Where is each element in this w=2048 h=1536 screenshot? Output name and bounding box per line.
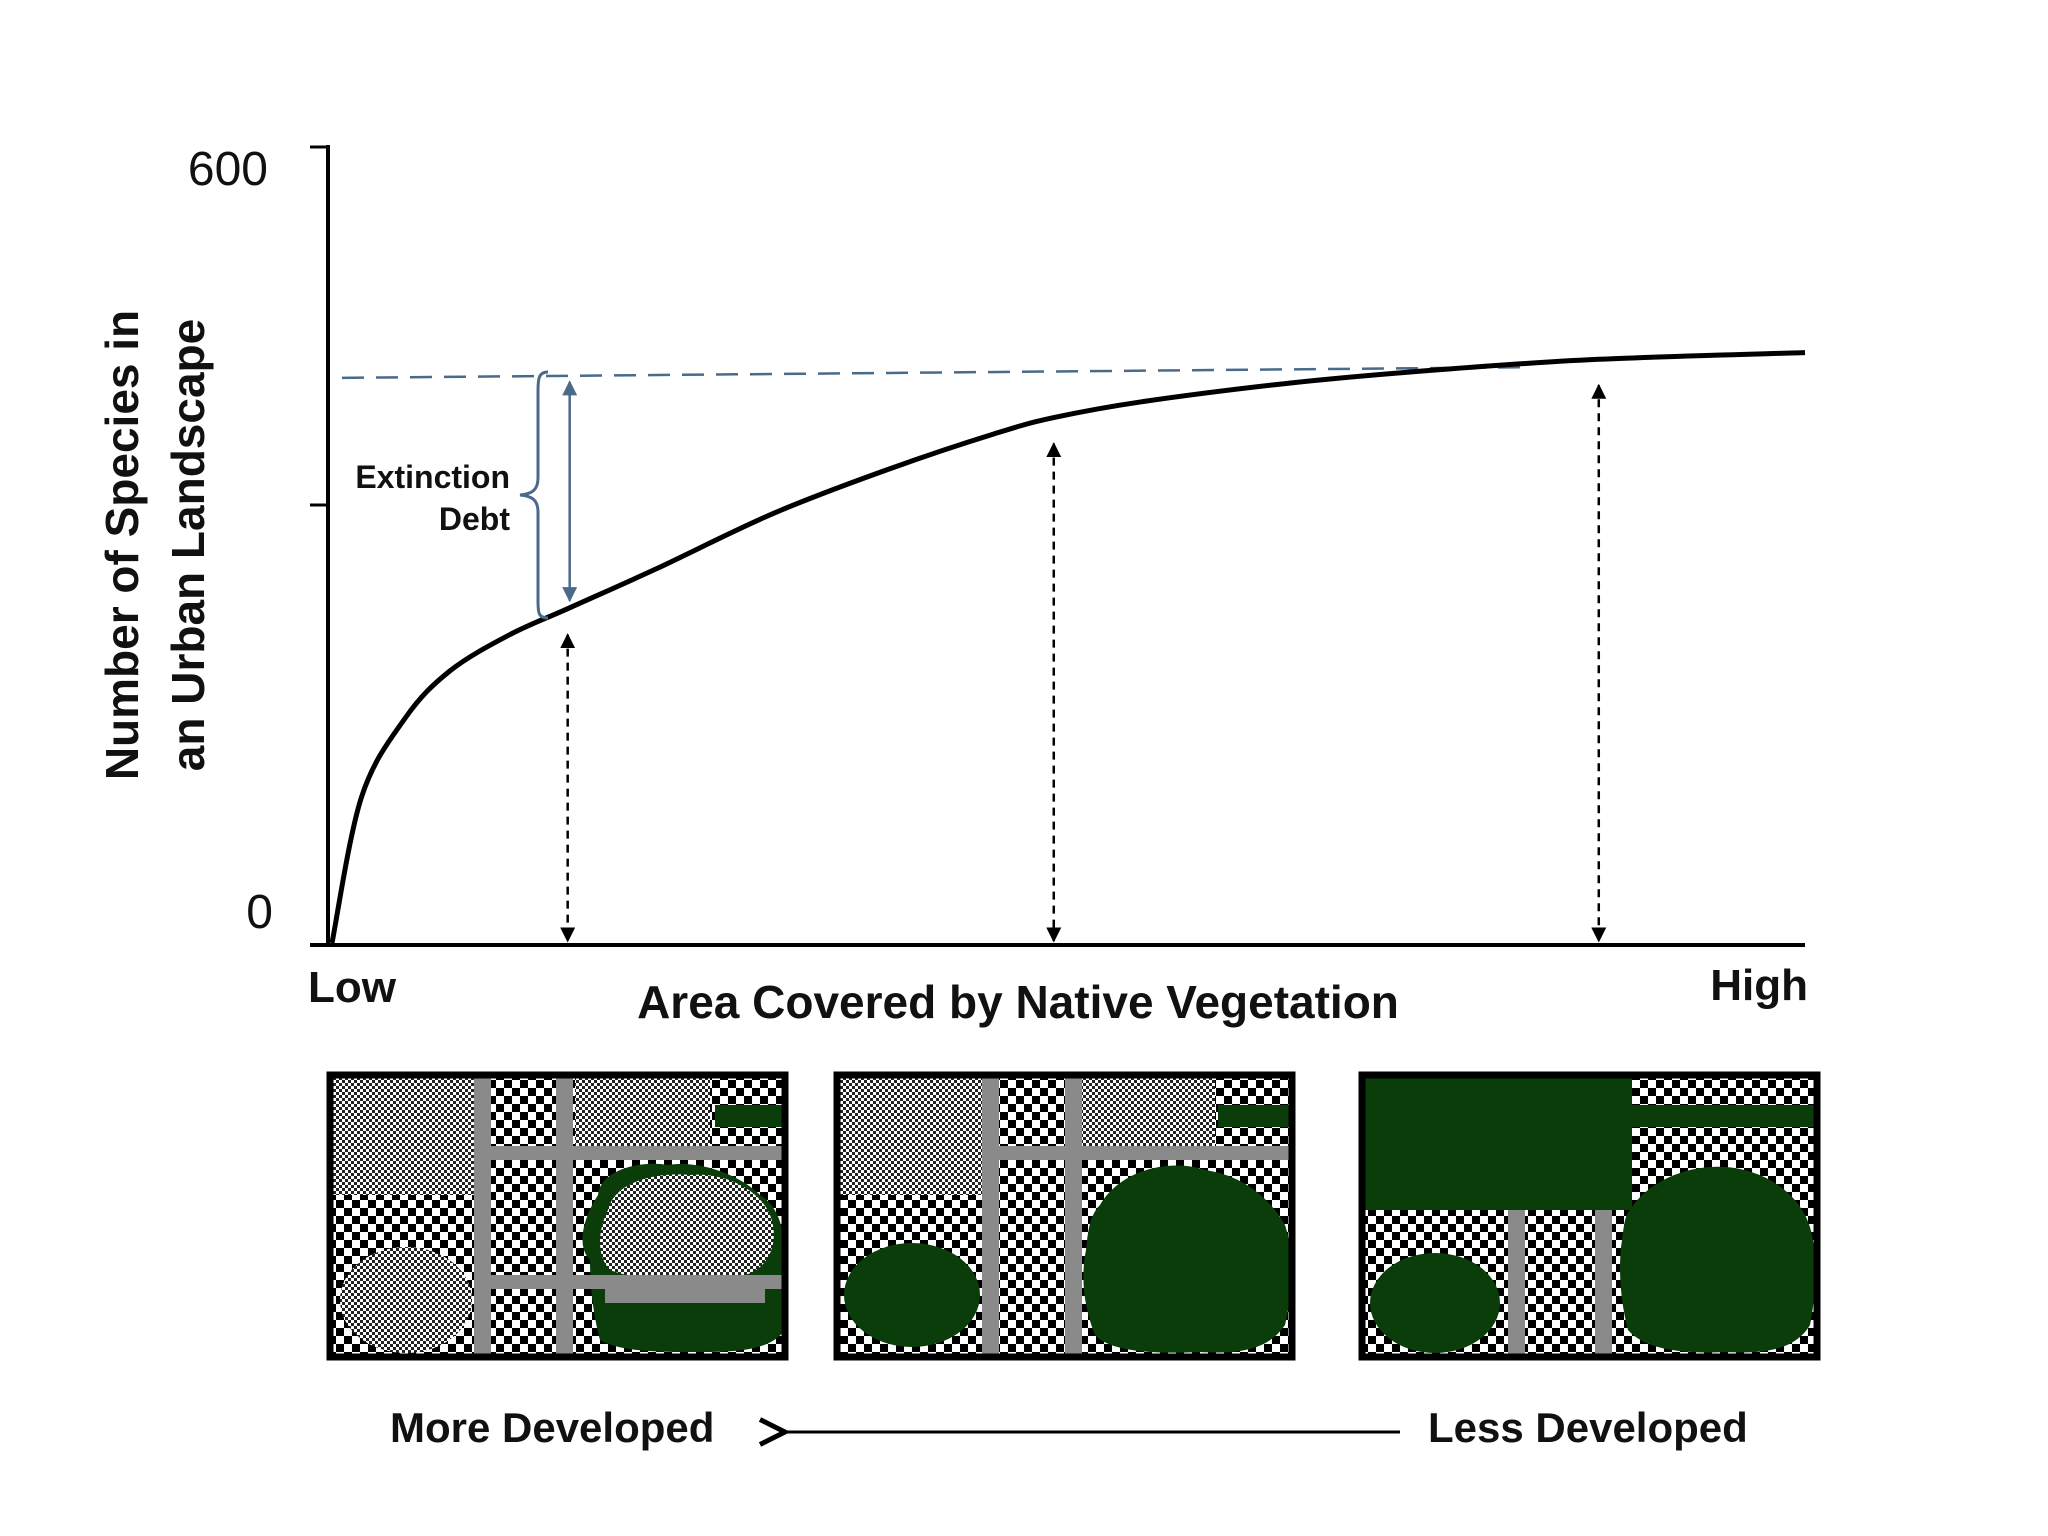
road: [1508, 1210, 1525, 1357]
y-axis-label-line2: an Urban Landscape: [162, 319, 214, 771]
y-tick-label-0: 0: [246, 886, 273, 939]
road: [474, 1146, 785, 1160]
species-area-chart: 600 0 Low High Area Covered by Native Ve…: [96, 143, 1808, 1028]
cleared-patch: [600, 1174, 774, 1282]
landscape-panels: More Developed Less Developed: [326, 1071, 1821, 1451]
vegetation-patch: [1620, 1166, 1816, 1353]
species-curve: [329, 350, 1806, 944]
road: [474, 1275, 785, 1289]
vegetation-patch: [1370, 1253, 1500, 1353]
landscape-panel-intermediate: [833, 1071, 1296, 1361]
vegetation-strip: [1218, 1105, 1292, 1127]
landscape-panel-more-developed: [326, 1071, 789, 1361]
y-axis-label: Number of Species in an Urban Landscape: [96, 310, 214, 780]
built-block: [330, 1075, 475, 1195]
vegetation-strip: [715, 1105, 785, 1127]
extinction-debt-label-line1: Extinction: [355, 459, 510, 495]
panel-frame: [326, 1071, 789, 1361]
built-block: [1065, 1075, 1215, 1150]
y-axis-label-line1: Number of Species in: [96, 310, 148, 780]
road: [556, 1075, 573, 1357]
road: [474, 1075, 491, 1357]
built-block: [837, 1075, 982, 1195]
cleared-patch: [340, 1247, 472, 1353]
vegetation-patch: [1083, 1165, 1292, 1353]
road: [605, 1289, 765, 1303]
x-tick-low: Low: [308, 963, 397, 1012]
vegetation-strip: [1632, 1105, 1817, 1127]
less-developed-label: Less Developed: [1428, 1404, 1748, 1451]
panel-frame: [833, 1071, 1296, 1361]
extinction-debt-brace: [519, 370, 549, 620]
x-axis-label: Area Covered by Native Vegetation: [637, 976, 1399, 1028]
marker-arrows: [560, 383, 1607, 943]
vegetation-patch: [844, 1243, 980, 1347]
road: [982, 1146, 1292, 1160]
y-tick-label-600: 600: [188, 143, 268, 196]
road: [1595, 1210, 1612, 1357]
x-tick-high: High: [1710, 961, 1808, 1010]
road: [1065, 1075, 1082, 1357]
vegetation-block: [1362, 1075, 1632, 1210]
more-developed-label: More Developed: [390, 1404, 714, 1451]
road: [982, 1075, 999, 1357]
reference-dashed-line: [341, 365, 1529, 380]
panel-frame: [1358, 1071, 1821, 1361]
built-block: [575, 1075, 710, 1150]
extinction-debt-label-line2: Debt: [439, 501, 510, 537]
landscape-panel-less-developed: [1358, 1071, 1821, 1361]
